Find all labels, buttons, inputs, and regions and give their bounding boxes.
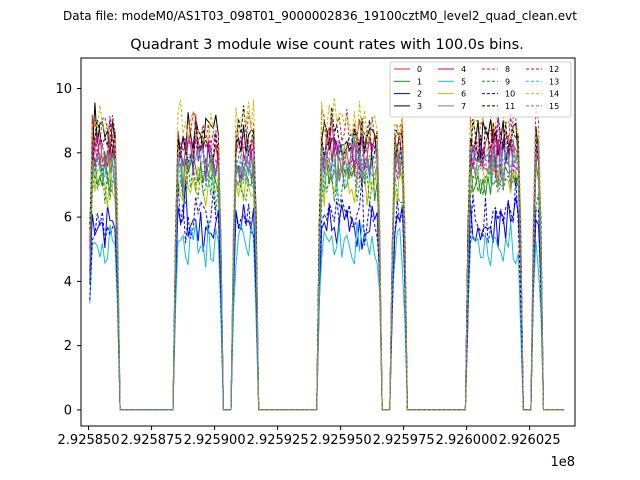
legend-label-14: 14: [549, 90, 559, 99]
legend-label-10: 10: [505, 90, 515, 99]
y-tick-label: 4: [64, 275, 72, 290]
series-line-5: [89, 220, 564, 411]
x-tick-label: 2.926025: [499, 433, 561, 448]
legend-label-13: 13: [549, 77, 559, 86]
x-axis: 2.925850 2.925875 2.925900 2.925925 2.925950…: [58, 426, 561, 448]
series-line-10: [89, 177, 564, 411]
y-axis: 0 2 4 6 8 10: [55, 82, 81, 418]
legend-label-0: 0: [417, 65, 422, 74]
y-tick-label: 2: [64, 339, 72, 354]
series-line-15: [89, 137, 564, 411]
legend-label-4: 4: [461, 65, 466, 74]
y-tick-label: 6: [64, 211, 72, 226]
legend-label-8: 8: [505, 65, 510, 74]
legend-label-9: 9: [505, 77, 510, 86]
series-line-13: [89, 133, 564, 411]
x-tick-label: 2.925875: [121, 433, 183, 448]
plot-area: [80, 57, 576, 427]
y-tick-label: 10: [55, 82, 72, 97]
legend-label-1: 1: [417, 77, 422, 86]
x-tick-label: 2.925950: [310, 433, 372, 448]
legend-label-5: 5: [461, 77, 466, 86]
y-tick-label: 0: [64, 403, 72, 418]
chart-title: Quadrant 3 module wise count rates with …: [130, 37, 524, 53]
series-layer: [89, 97, 564, 411]
legend-label-7: 7: [461, 102, 466, 111]
legend-label-15: 15: [549, 102, 559, 111]
x-tick-label: 2.926000: [436, 433, 498, 448]
legend-label-3: 3: [417, 102, 422, 111]
legend-label-11: 11: [505, 102, 515, 111]
series-line-11: [89, 105, 564, 411]
series-line-12: [89, 108, 564, 411]
series-line-2: [89, 179, 564, 411]
series-line-7: [89, 138, 564, 411]
x-tick-label: 2.925900: [184, 433, 246, 448]
legend-box: [389, 61, 572, 118]
y-tick-label: 8: [64, 146, 72, 161]
legend-label-6: 6: [461, 90, 466, 99]
series-line-9: [89, 162, 564, 411]
x-tick-label: 2.925850: [58, 433, 120, 448]
chart-suptitle: Data file: modeM0/AS1T03_098T01_90000028…: [63, 9, 577, 23]
x-offset-label: 1e8: [550, 455, 575, 470]
x-tick-label: 2.925975: [373, 433, 435, 448]
x-tick-label: 2.925925: [247, 433, 309, 448]
legend-label-12: 12: [549, 65, 559, 74]
legend-label-2: 2: [417, 90, 422, 99]
